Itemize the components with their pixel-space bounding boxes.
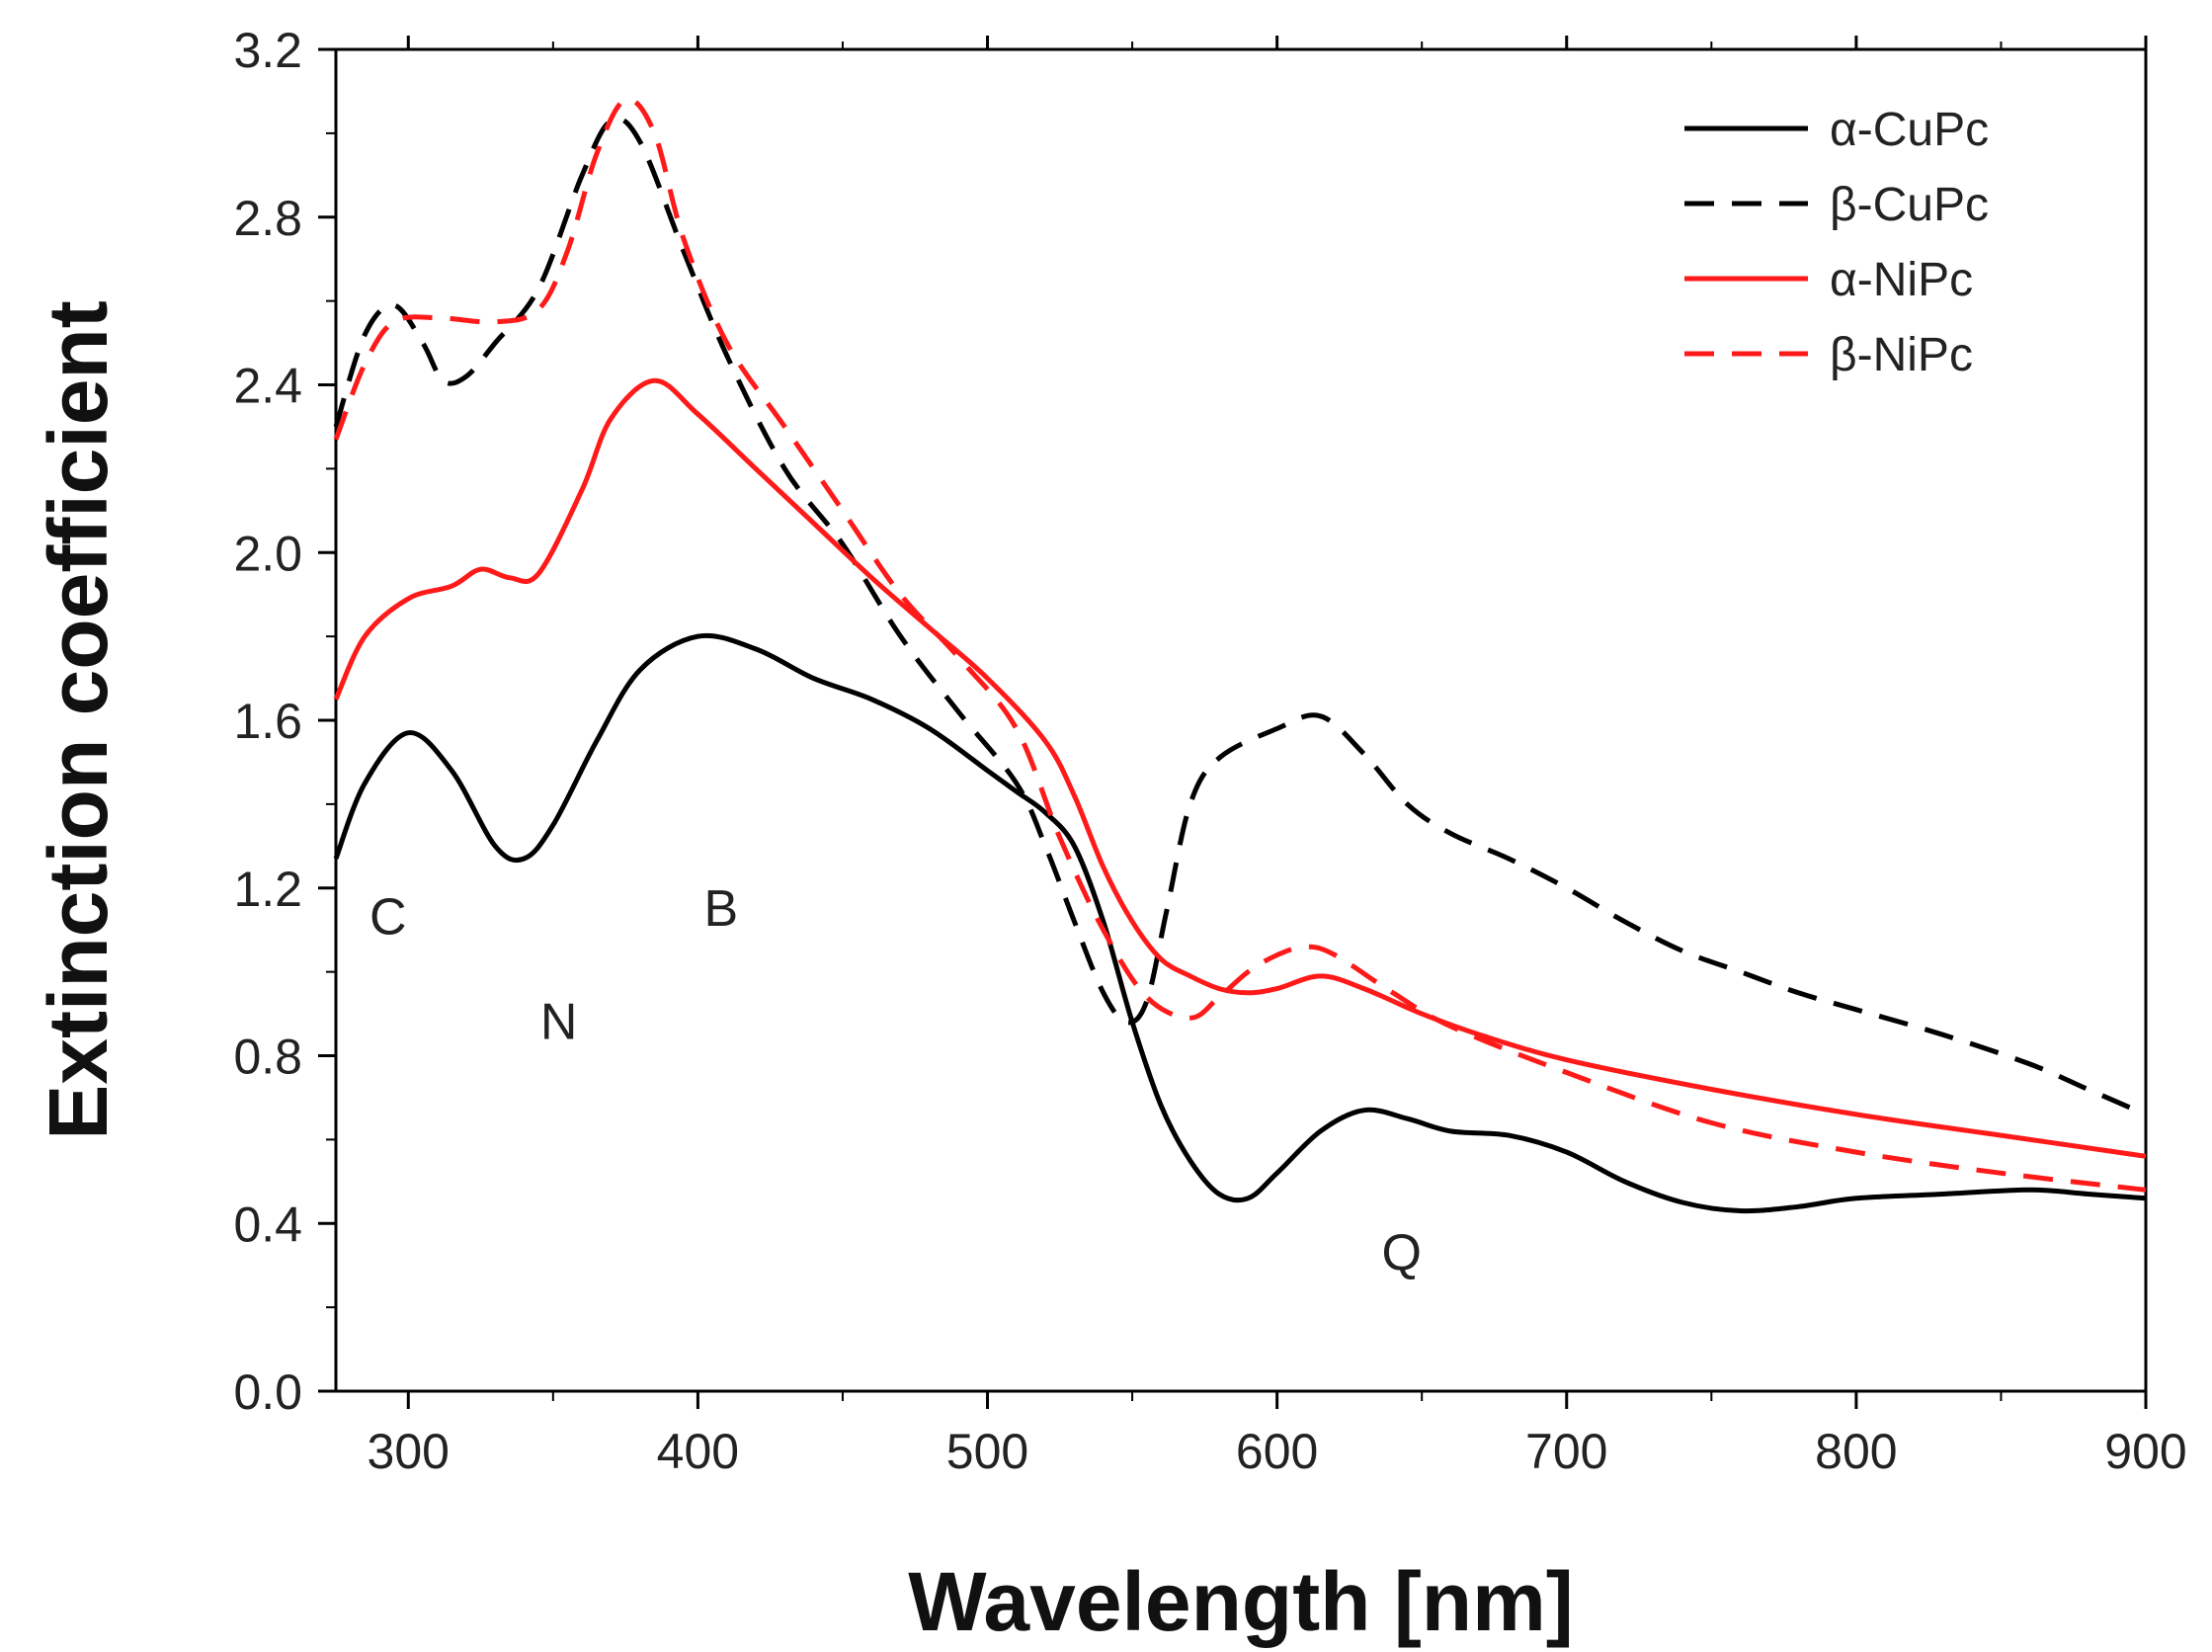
series-line-2 [333,377,2147,1159]
band-label-C: C [369,888,407,946]
x-tick-label: 500 [946,1424,1028,1479]
series-line-1 [333,116,2147,1117]
x-axis-title: Wavelength [nm] [908,1555,1574,1648]
y-tick-label: 0.8 [233,1030,302,1085]
y-tick-label: 2.4 [233,359,302,414]
band-annotations: C N B Q [369,880,1422,1281]
x-tick-label: 400 [657,1424,739,1479]
x-tick-label: 600 [1236,1424,1318,1479]
y-tick-label: 2.8 [233,191,302,246]
x-tick-label: 800 [1815,1424,1897,1479]
band-label-B: B [704,880,739,938]
series-layer [333,96,2147,1214]
legend-label-3: β-NiPc [1830,329,1973,381]
y-tick-label: 1.6 [233,694,302,749]
series-line-0 [333,632,2147,1214]
legend-label-0: α-CuPc [1830,104,1989,156]
band-label-Q: Q [1381,1224,1421,1281]
y-tick-label: 0.0 [233,1364,302,1420]
legend: α-CuPc β-CuPc α-NiPc β-NiPc [1684,104,1989,381]
axis-ticks: 300 400 500 600 700 800 900 0.0 0.4 0.8 1.2 1.6 2.0 2… [233,23,2186,1479]
x-tick-label: 700 [1525,1424,1607,1479]
band-label-N: N [540,994,578,1051]
legend-label-1: β-CuPc [1830,179,1989,231]
x-tick-label: 900 [2104,1424,2186,1479]
y-axis-title: Extinction coefficient [32,300,124,1139]
y-tick-label: 3.2 [233,23,302,78]
x-tick-label: 300 [368,1424,450,1479]
y-tick-label: 0.4 [233,1197,302,1252]
legend-label-2: α-NiPc [1830,254,1973,306]
series-line-3 [333,96,2147,1193]
y-tick-label: 2.0 [233,526,302,581]
y-tick-label: 1.2 [233,862,302,917]
